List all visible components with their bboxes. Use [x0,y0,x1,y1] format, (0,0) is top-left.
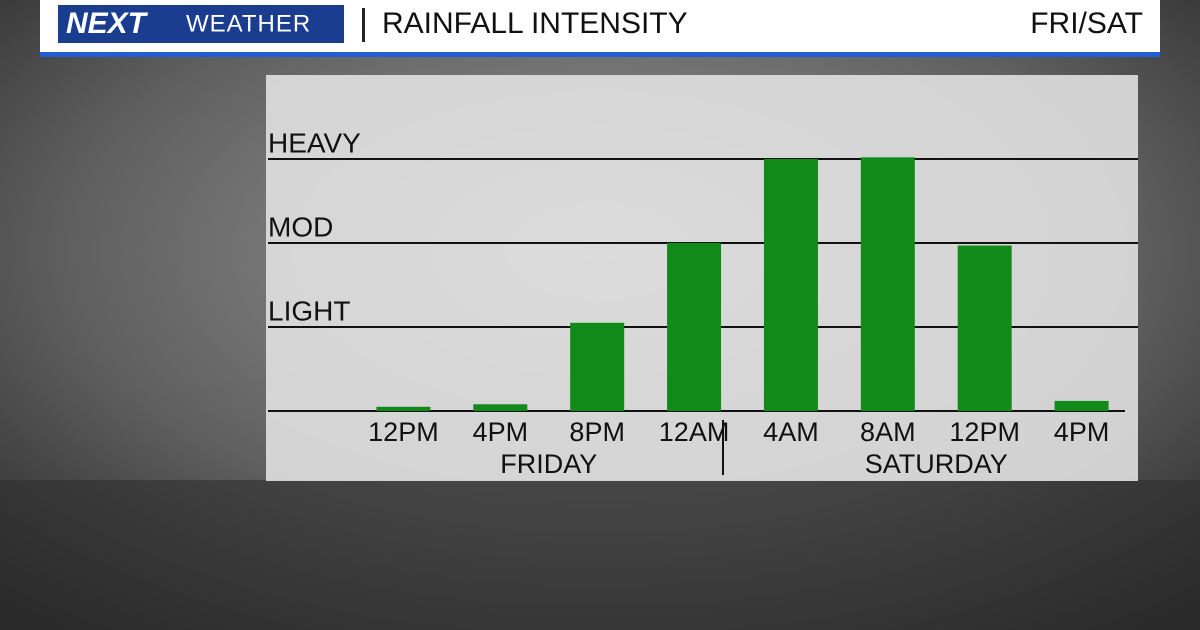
y-tick-label: MOD [268,211,333,242]
bar [957,245,1012,411]
x-tick-label: 4AM [763,417,819,447]
bar [763,159,818,411]
logo: NEXT [66,7,149,40]
bar [667,243,722,411]
bar [473,404,528,411]
header-divider [362,8,365,42]
logo-sub: WEATHER [186,10,311,37]
x-tick-label: 8AM [860,417,916,447]
x-tick-label: 8PM [569,417,625,447]
group-label: SATURDAY [865,449,1008,479]
group-label: FRIDAY [500,449,597,479]
x-tick-label: 4PM [1054,417,1110,447]
period: FRI/SAT [1030,7,1143,40]
y-tick-label: LIGHT [268,295,350,326]
header-rule [40,52,1160,57]
x-tick-label: 12PM [949,417,1020,447]
x-tick-label: 4PM [473,417,529,447]
x-tick-label: 12AM [659,417,730,447]
logo-box [58,5,344,43]
chart-title: RAINFALL INTENSITY [382,7,688,40]
bar [860,157,915,411]
bar [376,406,431,411]
background-water [0,480,1200,630]
bar [570,322,625,411]
x-tick-label: 12PM [368,417,439,447]
y-tick-label: HEAVY [268,127,361,158]
bar [1054,400,1109,411]
